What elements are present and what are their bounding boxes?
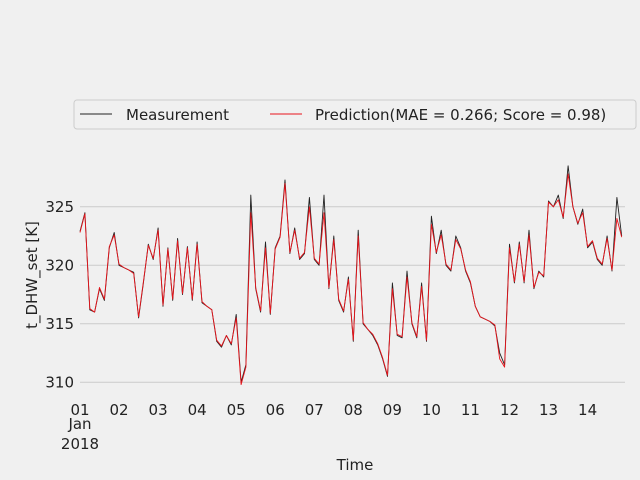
x-tick-label: 09 <box>383 401 402 419</box>
x-tick-label: 10 <box>422 401 441 419</box>
legend-label-prediction: Prediction(MAE = 0.266; Score = 0.98) <box>315 106 606 124</box>
x-tick-labels: 01 02 03 04 05 06 07 08 09 10 11 12 13 14 <box>70 401 597 419</box>
series-line-prediction <box>79 173 623 386</box>
y-tick-label: 320 <box>45 256 74 274</box>
x-tick-label: 12 <box>500 401 519 419</box>
x-axis-label: Time <box>336 456 374 474</box>
x-tick-sublabel-year: 2018 <box>61 435 99 453</box>
x-tick-label: 05 <box>227 401 246 419</box>
x-tick-label: 07 <box>305 401 324 419</box>
x-tick-sublabel-month: Jan <box>67 415 91 433</box>
grid <box>80 206 625 383</box>
y-tick-label: 315 <box>45 315 74 333</box>
legend-label-measurement: Measurement <box>126 106 229 124</box>
series-layer <box>79 165 623 386</box>
y-axis-label: t_DHW_set [K] <box>23 221 42 329</box>
x-tick-label: 03 <box>149 401 168 419</box>
y-tick-label: 325 <box>45 198 74 216</box>
y-tick-labels: 310 315 320 325 <box>45 198 74 391</box>
x-tick-label: 14 <box>578 401 597 419</box>
x-tick-label: 06 <box>266 401 285 419</box>
x-tick-label: 11 <box>461 401 480 419</box>
x-tick-label: 01 <box>70 401 89 419</box>
legend-frame <box>73 99 637 130</box>
x-tick-label: 02 <box>109 401 128 419</box>
x-tick-label: 13 <box>539 401 558 419</box>
legend: Measurement Prediction(MAE = 0.266; Scor… <box>73 99 637 130</box>
x-tick-label: 04 <box>188 401 207 419</box>
x-tick-label: 08 <box>344 401 363 419</box>
y-tick-label: 310 <box>45 373 74 391</box>
